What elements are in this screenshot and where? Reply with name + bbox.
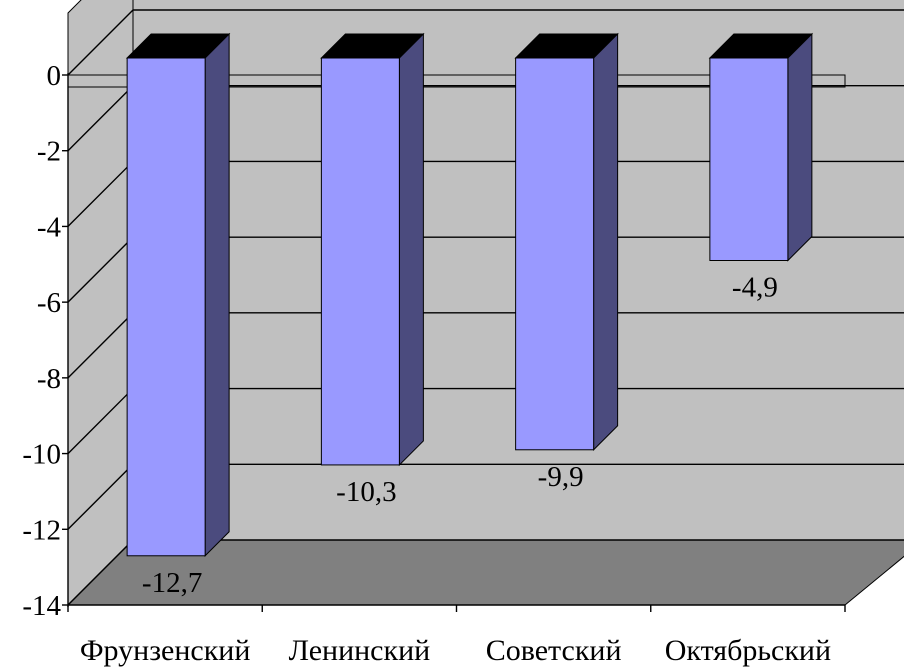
x-tick-label-3: Октябрьский [665,634,831,667]
data-label-2: -9,9 [538,461,584,493]
bar-0 [125,32,231,557]
bar-side-2 [593,32,619,451]
bar-front-1 [320,57,400,466]
y-tick-label-7: -14 [22,590,61,622]
data-label-1: -10,3 [336,476,396,508]
data-label-3: -4,9 [732,272,778,304]
bar-side-0 [204,32,230,557]
y-tick-label-3: -6 [37,287,61,319]
gridline-side-5 [67,388,134,455]
y-tick-label-1: -2 [37,136,61,168]
bar-2 [514,32,619,451]
axes [62,73,846,612]
y-tick-label-4: -8 [37,363,61,395]
y-tick-label-5: -10 [22,439,61,471]
y-tick-label-6: -12 [22,514,61,546]
gridline-side-1 [67,85,134,152]
x-tick-labels: Фрунзенский Ленинский Советский Октябрьский [80,634,831,667]
y-tick-labels: 0 -2 -4 -6 -8 -10 -12 -14 [22,60,61,622]
bar-front-3 [709,57,789,261]
gridline-side-7 [67,539,134,606]
bar-front-2 [515,57,595,451]
bar-front-0 [126,57,206,557]
bar-side-1 [398,32,424,467]
data-label-0: -12,7 [142,567,202,599]
data-labels: -12,7 -10,3 -9,9 -4,9 [142,272,778,599]
gridline-side-0 [67,9,134,76]
bar-1 [320,32,425,467]
side-wall [67,0,134,607]
gridline-side-3 [67,236,134,303]
gridline-side-2 [67,160,134,227]
y-tick-label-0: 0 [47,60,62,92]
bars [125,32,814,557]
y-tick-label-2: -4 [37,211,62,243]
x-tick-label-2: Советский [486,634,622,667]
gridline-side-6 [67,463,134,530]
x-tick-label-1: Ленинский [289,634,431,667]
bar-3 [708,32,814,262]
zero-plane [67,74,846,88]
bar-side-3 [787,32,813,262]
x-tick-label-0: Фрунзенский [80,634,251,667]
gridline-side-4 [67,312,134,379]
